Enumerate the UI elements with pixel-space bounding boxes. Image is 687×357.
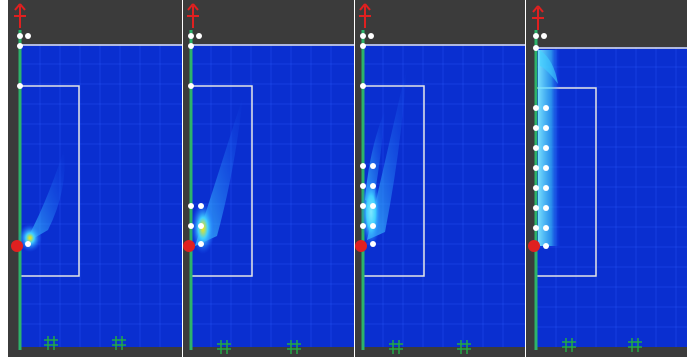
wall-node	[17, 43, 23, 49]
ground-marker-icon	[44, 336, 58, 350]
arrow-glyph-icon	[532, 5, 544, 30]
field-grid	[191, 44, 354, 347]
wall-node	[543, 125, 549, 131]
source-marker-icon	[183, 240, 195, 252]
wall-node	[533, 125, 539, 131]
source-marker-icon	[528, 240, 540, 252]
panel-4-canvas	[528, 5, 687, 352]
wall-node	[543, 165, 549, 171]
wall-node	[533, 225, 539, 231]
wall-node	[17, 33, 23, 39]
ground-marker-icon	[287, 340, 301, 354]
simulation-field	[20, 44, 182, 347]
panel-3	[355, 0, 525, 357]
field-grid	[20, 44, 182, 347]
wall-node	[25, 33, 31, 39]
wall-node	[543, 205, 549, 211]
arrow-glyph-icon	[359, 3, 371, 28]
wall-node	[543, 185, 549, 191]
wall-node	[188, 83, 194, 89]
wall-node	[360, 203, 366, 209]
ground-marker-icon	[112, 336, 126, 350]
wall-node	[188, 223, 194, 229]
wall-node	[188, 203, 194, 209]
wall-node	[360, 83, 366, 89]
wall-node	[543, 225, 549, 231]
wall-node	[17, 83, 23, 89]
plume	[195, 96, 243, 246]
wall-node	[196, 33, 202, 39]
wall-node	[360, 183, 366, 189]
wall-node	[198, 223, 204, 229]
wall-node	[370, 183, 376, 189]
wall-node	[370, 203, 376, 209]
wall-node	[533, 45, 539, 51]
panel-1	[8, 0, 182, 357]
wall-node	[360, 33, 366, 39]
ground-marker-icon	[217, 340, 231, 354]
wall-node	[188, 43, 194, 49]
panel-4	[526, 0, 687, 357]
wall-node	[370, 163, 376, 169]
wall-node	[370, 223, 376, 229]
panel-2	[183, 0, 354, 357]
plume-core	[361, 176, 381, 248]
plume	[540, 50, 558, 84]
plume-core	[18, 224, 42, 252]
ground-marker-icon	[457, 340, 471, 354]
wall-node	[188, 33, 194, 39]
wall-node	[533, 145, 539, 151]
wall-node	[360, 223, 366, 229]
wall-node	[368, 33, 374, 39]
arrow-glyph-icon	[14, 3, 26, 28]
wall-node	[533, 165, 539, 171]
wall-node	[543, 105, 549, 111]
panel-1-canvas	[11, 3, 182, 350]
arrow-glyph-icon	[187, 3, 199, 28]
wall-node	[360, 43, 366, 49]
plume	[24, 150, 65, 244]
simulation-field	[536, 47, 687, 347]
wall-node	[198, 241, 204, 247]
wall-node	[541, 33, 547, 39]
source-marker-icon	[11, 240, 23, 252]
panel-2-canvas	[183, 3, 354, 354]
wall-node	[543, 145, 549, 151]
wall-node	[533, 205, 539, 211]
wall-node	[360, 163, 366, 169]
ground-marker-icon	[562, 338, 576, 352]
ground-marker-icon	[389, 340, 403, 354]
wall-node	[533, 185, 539, 191]
wall-node	[25, 241, 31, 247]
panel-3-canvas	[355, 3, 525, 354]
wall-node	[533, 33, 539, 39]
wall-node	[533, 105, 539, 111]
wall-node	[543, 243, 549, 249]
wall-node	[198, 203, 204, 209]
ground-marker-icon	[628, 338, 642, 352]
wall-node	[370, 241, 376, 247]
source-marker-icon	[355, 240, 367, 252]
